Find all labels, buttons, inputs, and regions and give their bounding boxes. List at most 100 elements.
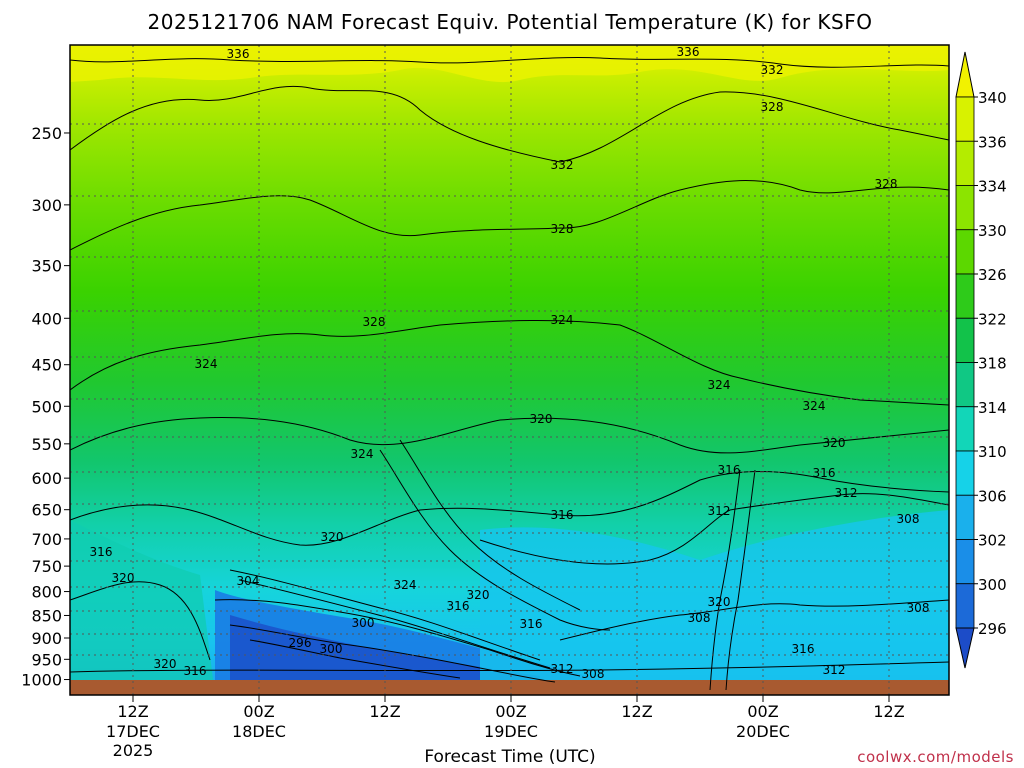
contour-label: 332: [761, 63, 784, 77]
contour-lines: [70, 56, 949, 691]
contour-label: 300: [352, 616, 375, 630]
colorbar-swatch: [955, 96, 975, 142]
contour-label: 324: [551, 313, 574, 327]
contour-320: [70, 417, 949, 454]
contour-label: 308: [907, 601, 930, 615]
colorbar-swatch: [955, 362, 975, 408]
colorbar-label: 340: [978, 89, 1007, 107]
colorbar: 340 336 334 330 326 322 318 314 310 306 302 300 296: [955, 51, 1007, 669]
x-axis-label: Forecast Time (UTC): [424, 747, 595, 767]
colorbar-bottom-arrow: [955, 627, 975, 669]
colorbar-swatch: [955, 185, 975, 231]
x-tick-label: 18DEC: [232, 722, 286, 741]
contour-label: 316: [792, 642, 815, 656]
contour-328: [70, 180, 949, 251]
contour-label: 300: [320, 642, 343, 656]
colorbar-swatch: [955, 494, 975, 540]
colorbar-swatch: [955, 317, 975, 363]
contour-label: 316: [551, 508, 574, 522]
y-tick-label: 450: [31, 356, 62, 375]
colorbar-swatch: [955, 583, 975, 629]
x-tick-label: 20DEC: [736, 722, 790, 741]
colorbar-swatch: [955, 539, 975, 585]
front-bundle-1: [229, 569, 541, 661]
contour-label: 324: [351, 447, 374, 461]
colorbar-label: 318: [978, 355, 1007, 373]
colorbar-label: 326: [978, 266, 1007, 284]
surface-contour: [70, 661, 949, 673]
contour-label: 304: [237, 574, 260, 588]
x-tick-label: 17DEC: [106, 722, 160, 741]
x-tick-label: 2025: [113, 741, 154, 760]
colorbar-label: 300: [978, 576, 1007, 594]
y-tick-label: 650: [31, 501, 62, 520]
y-tick-label: 1000: [21, 671, 62, 690]
lower-left-wave: [70, 581, 211, 661]
x-tick-label: 12Z: [621, 702, 652, 721]
contour-label: 320: [112, 571, 135, 585]
contour-label: 328: [551, 222, 574, 236]
pressure-axis: 250 300 350 400 450 500 550 600 650 700 750 800 850 9…: [21, 124, 70, 690]
pressure-gridlines: [70, 45, 949, 695]
contour-label: 324: [803, 399, 826, 413]
contour-label: 312: [551, 662, 574, 676]
x-tick-label: 00Z: [243, 702, 274, 721]
colorbar-label: 296: [978, 620, 1007, 638]
vertical-front-1: [709, 469, 741, 691]
colorbar-label: 334: [978, 178, 1007, 196]
y-tick-label: 850: [31, 606, 62, 625]
contour-label: 320: [154, 657, 177, 671]
chart-title: 2025121706 NAM Forecast Equiv. Potential…: [148, 10, 873, 34]
y-tick-label: 600: [31, 469, 62, 488]
y-tick-label: 750: [31, 557, 62, 576]
front-bundle-3: [379, 449, 611, 631]
contour-332: [70, 85, 949, 163]
front-bundle-2: [239, 579, 551, 669]
contour-label: 316: [447, 599, 470, 613]
colorbar-swatch: [955, 229, 975, 275]
contour-label: 308: [582, 667, 605, 681]
contour-label: 316: [520, 617, 543, 631]
contour-label: 316: [184, 664, 207, 678]
contour-label: 328: [363, 315, 386, 329]
contour-label: 308: [897, 512, 920, 526]
y-tick-label: 950: [31, 650, 62, 669]
contour-label: 316: [718, 463, 741, 477]
contour-label: 312: [835, 486, 858, 500]
x-tick-label: 19DEC: [484, 722, 538, 741]
contour-label: 336: [677, 45, 700, 59]
y-tick-label: 900: [31, 629, 62, 648]
y-tick-label: 550: [31, 435, 62, 454]
contour-label: 320: [823, 436, 846, 450]
colorbar-label: 302: [978, 532, 1007, 550]
colorbar-swatch: [955, 273, 975, 319]
contour-300: [229, 624, 556, 683]
front-bundle-4: [399, 439, 581, 611]
x-tick-label: 12Z: [873, 702, 904, 721]
ground-surface: [70, 680, 949, 695]
colorbar-label: 330: [978, 222, 1007, 240]
contour-304: [214, 599, 581, 677]
contour-308: [559, 599, 949, 641]
contour-label: 320: [708, 595, 731, 609]
contour-label: 328: [875, 177, 898, 191]
y-tick-label: 400: [31, 309, 62, 328]
colorbar-label: 336: [978, 133, 1007, 151]
colorbar-label: 306: [978, 487, 1007, 505]
contour-label: 320: [321, 530, 344, 544]
contour-label: 324: [708, 378, 731, 392]
cyan-region-right: [480, 510, 949, 695]
contour-312: [479, 493, 949, 565]
y-tick-label: 300: [31, 196, 62, 215]
contour-296: [249, 639, 461, 679]
colorbar-swatch: [955, 140, 975, 186]
y-tick-label: 800: [31, 583, 62, 602]
contour-label: 296: [289, 636, 312, 650]
x-tick-label: 00Z: [495, 702, 526, 721]
x-tick-label: 12Z: [117, 702, 148, 721]
y-tick-label: 500: [31, 397, 62, 416]
contour-label: 316: [813, 466, 836, 480]
